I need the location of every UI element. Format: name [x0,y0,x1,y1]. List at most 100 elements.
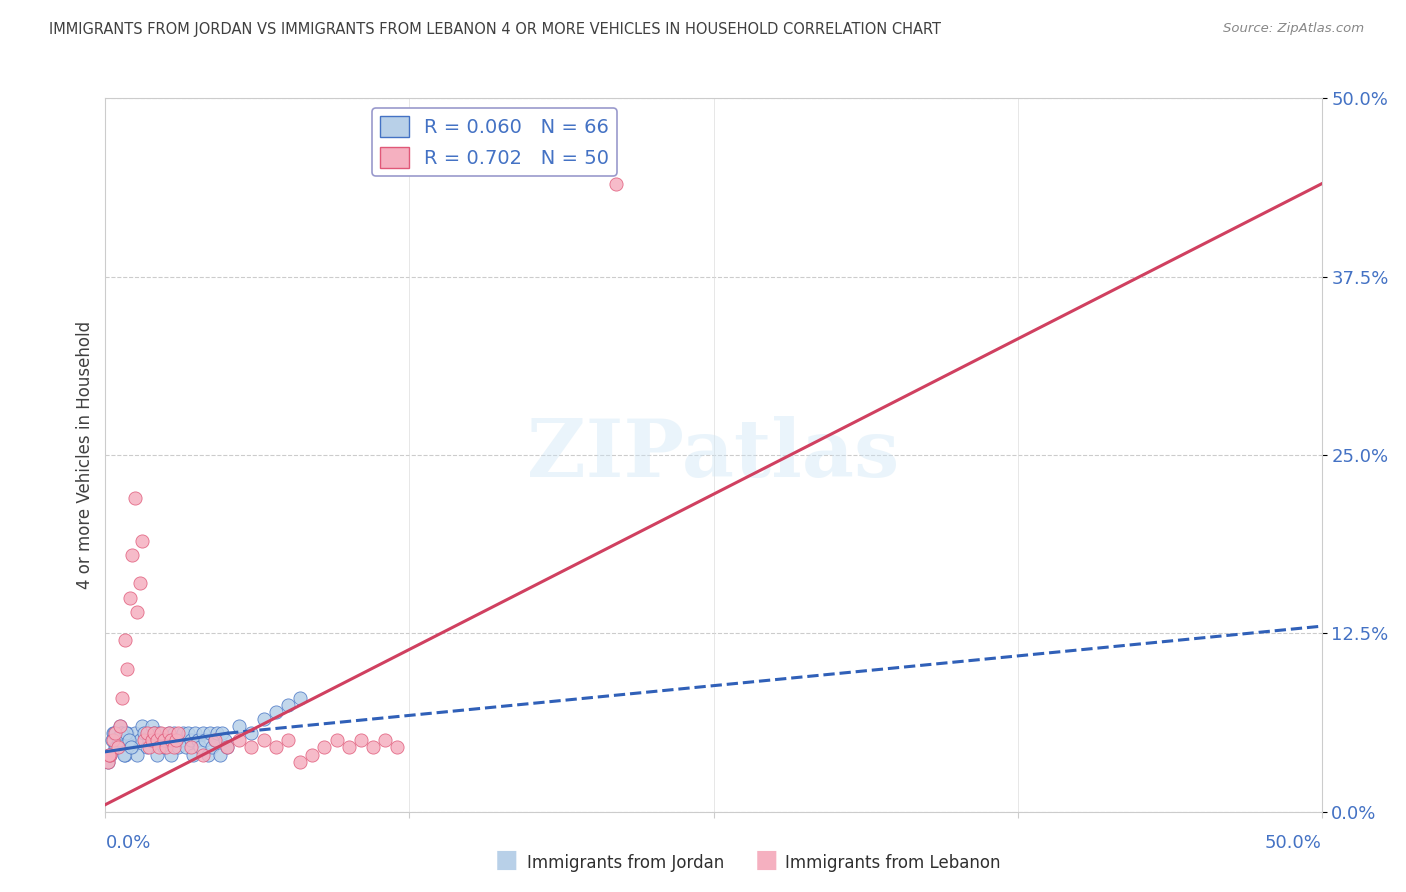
Point [184,726,207,740]
Point [188,740,211,755]
Point [101,726,124,740]
Point [204,733,226,747]
Point [125,747,148,762]
Point [135,740,157,755]
Text: Source: ZipAtlas.com: Source: ZipAtlas.com [1223,22,1364,36]
Point [228,733,250,747]
Point [157,726,180,740]
Point [337,740,360,755]
Point [150,726,173,740]
Point [153,740,176,755]
Point [167,726,190,740]
Point [121,740,143,755]
Point [162,740,184,755]
Point [111,726,134,740]
Point [98,747,121,762]
Text: Immigrants from Jordan: Immigrants from Jordan [527,855,724,872]
Point [134,726,156,740]
Point [141,719,163,733]
Point [217,740,239,755]
Point [252,712,274,726]
Point [197,747,219,762]
Point [204,733,226,747]
Point [117,733,139,747]
Point [98,747,121,762]
Point [134,733,156,747]
Point [165,733,187,747]
Point [187,733,209,747]
Point [198,726,221,740]
Point [228,719,250,733]
Point [264,740,287,755]
Point [201,740,224,755]
Point [138,733,160,747]
Point [107,740,129,755]
Point [301,747,323,762]
Point [162,726,184,740]
Point [103,726,125,740]
Point [143,726,166,740]
Point [145,747,167,762]
Point [252,733,274,747]
Point [120,740,142,755]
Point [118,591,141,605]
Point [104,740,127,755]
Point [374,733,396,747]
Point [387,740,409,755]
Point [108,733,131,747]
Point [101,733,124,747]
Point [277,733,299,747]
Point [143,726,166,740]
Point [170,733,193,747]
Text: 50.0%: 50.0% [1265,834,1322,852]
Point [240,740,263,755]
Point [108,719,131,733]
Point [325,733,347,747]
Point [148,726,170,740]
Point [104,726,127,740]
Point [180,740,202,755]
Point [125,605,148,619]
Point [180,733,202,747]
Point [165,733,187,747]
Point [214,733,236,747]
Point [117,662,139,676]
Point [150,733,173,747]
Point [605,177,627,191]
Point [128,576,150,591]
Point [160,747,183,762]
Point [191,726,214,740]
Point [153,733,176,747]
Point [217,740,239,755]
Text: 0.0%: 0.0% [105,834,150,852]
Point [107,733,129,747]
Y-axis label: 4 or more Vehicles in Household: 4 or more Vehicles in Household [76,321,94,589]
Point [157,726,180,740]
Point [98,747,121,762]
Text: Immigrants from Lebanon: Immigrants from Lebanon [785,855,1000,872]
Legend: R = 0.060   N = 66, R = 0.702   N = 50: R = 0.060 N = 66, R = 0.702 N = 50 [373,108,617,176]
Point [98,747,121,762]
Point [114,633,136,648]
Point [141,733,163,747]
Point [277,698,299,712]
Point [240,726,263,740]
Point [110,726,132,740]
Point [124,491,146,505]
Point [112,747,135,762]
Point [131,533,153,548]
Text: ZIPatlas: ZIPatlas [527,416,900,494]
Point [135,726,157,740]
Point [115,726,138,740]
Text: IMMIGRANTS FROM JORDAN VS IMMIGRANTS FROM LEBANON 4 OR MORE VEHICLES IN HOUSEHOL: IMMIGRANTS FROM JORDAN VS IMMIGRANTS FRO… [49,22,941,37]
Point [108,719,131,733]
Point [117,726,139,740]
Point [174,740,197,755]
Text: ■: ■ [755,848,778,872]
Point [177,726,200,740]
Point [121,548,143,562]
Point [118,733,141,747]
Point [264,705,287,719]
Point [288,755,311,769]
Point [181,747,204,762]
